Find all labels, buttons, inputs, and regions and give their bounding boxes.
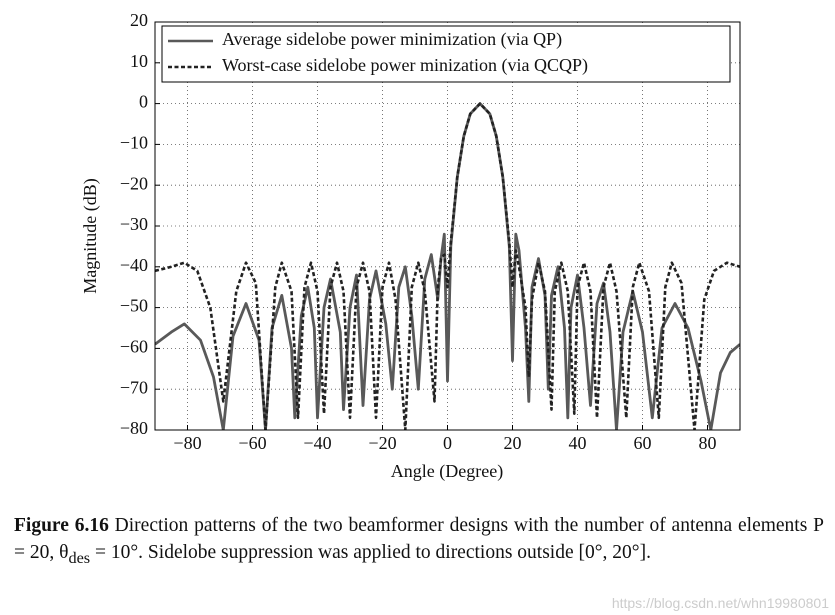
y-tick-label: 10 [130,51,148,71]
x-tick-label: 80 [699,433,717,453]
x-tick-label: −80 [173,433,201,453]
legend-label: Worst-case sidelobe power minization (vi… [222,55,588,76]
y-tick-label: 0 [139,92,148,112]
x-tick-label: 60 [634,433,652,453]
y-tick-label: −20 [120,173,148,193]
x-axis-label: Angle (Degree) [391,461,503,482]
legend-box [161,25,731,83]
plot-frame [154,21,741,431]
y-tick-label: −30 [120,214,148,234]
x-tick-label: 0 [443,433,452,453]
caption-sub: des [68,548,91,567]
x-tick-label: −20 [368,433,396,453]
x-tick-label: 20 [504,433,522,453]
x-tick-label: −40 [303,433,331,453]
legend-label: Average sidelobe power minimization (via… [222,29,562,50]
x-tick-label: −60 [238,433,266,453]
y-tick-label: −60 [120,337,148,357]
caption-label: Figure 6.16 [14,515,109,536]
watermark: https://blog.csdn.net/whn19980801 [611,595,829,611]
y-tick-label: −10 [120,133,148,153]
caption-text: = 10°. Sidelobe suppression was applied … [90,542,651,563]
y-tick-label: −50 [120,296,148,316]
caption: Figure 6.16 Direction patterns of the tw… [14,512,824,572]
y-tick-label: −80 [120,418,148,438]
caption-text: Direction patterns of the two beamformer… [14,515,824,563]
chart: Magnitude (dB) Angle (Degree) 20 10 0 −10 −2… [80,10,741,482]
x-tick-label: 40 [569,433,587,453]
y-tick-label: −40 [120,255,148,275]
y-tick-label: 20 [130,10,148,30]
y-axis-label: Magnitude (dB) [80,178,101,293]
y-tick-label: −70 [120,377,148,397]
